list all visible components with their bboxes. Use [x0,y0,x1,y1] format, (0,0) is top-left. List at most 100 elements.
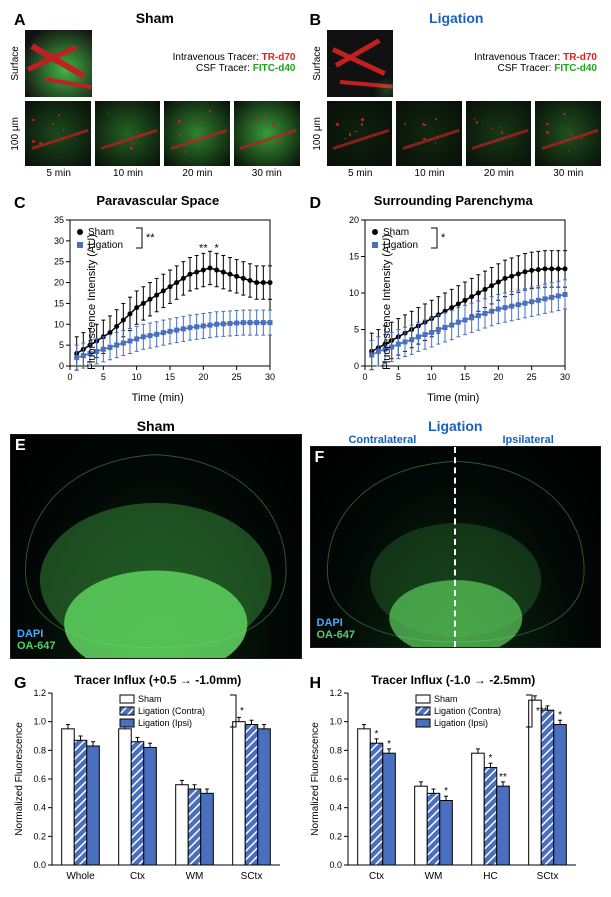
svg-text:SCtx: SCtx [241,871,263,882]
svg-text:HC: HC [483,871,497,882]
rowlabel-a-surface: Surface [10,30,21,97]
svg-text:Normalized Fluorescence: Normalized Fluorescence [14,722,25,836]
title-f: Ligation [310,418,602,434]
micrograph-tile [535,101,601,167]
svg-text:15: 15 [460,372,470,382]
svg-text:5: 5 [59,340,64,350]
sub-f-contra: Contralateral [310,434,456,446]
svg-text:*: * [387,739,391,750]
times-b: 5 min 10 min 20 min 30 min [328,166,602,179]
sub-f-ipsi: Ipsilateral [455,434,601,446]
svg-text:25: 25 [231,372,241,382]
svg-text:0.4: 0.4 [329,803,342,813]
svg-text:30: 30 [54,236,64,246]
svg-text:5: 5 [101,372,106,382]
time-label: 5 min [328,168,393,179]
time-label: 10 min [95,168,160,179]
stain-labels-f: DAPI OA-647 [317,617,356,641]
svg-text:*: * [444,786,448,797]
svg-text:*: * [558,710,562,721]
tracer-labels-a: Intravenous Tracer: TR-d70 CSF Tracer: F… [96,30,300,97]
time-label: 30 min [234,168,299,179]
svg-text:Normalized Fluorescence: Normalized Fluorescence [310,722,321,836]
svg-text:15: 15 [349,252,359,262]
svg-text:**: ** [146,232,155,244]
svg-text:35: 35 [54,215,64,225]
micrograph-tile [466,101,532,167]
svg-text:1.0: 1.0 [33,717,46,727]
svg-text:**: ** [499,772,507,783]
rowlabel-a-100um: 100 μm [10,101,21,167]
micrograph-tile [396,101,462,167]
svg-text:Ligation (Contra): Ligation (Contra) [434,706,501,716]
row-ab: A Sham Surface Intravenous Tracer: TR-d7… [10,10,601,179]
svg-text:Ctx: Ctx [130,871,145,882]
svg-text:25: 25 [54,257,64,267]
svg-text:0.6: 0.6 [329,774,342,784]
panel-label-b: B [310,12,322,30]
stain-labels-e: DAPI OA-647 [17,628,56,652]
svg-text:Ligation (Contra): Ligation (Contra) [138,706,205,716]
svg-text:*: * [441,232,446,244]
svg-text:***: *** [536,706,548,717]
svg-text:25: 25 [527,372,537,382]
micrograph-tile [327,101,393,167]
svg-text:Sham: Sham [138,694,162,704]
svg-text:15: 15 [165,372,175,382]
svg-text:0: 0 [354,361,359,371]
svg-text:SCtx: SCtx [536,871,558,882]
svg-text:Whole: Whole [66,871,95,882]
svg-text:20: 20 [349,215,359,225]
svg-text:Ctx: Ctx [369,871,384,882]
brain-e: E DAPI OA-647 [10,434,302,659]
xlabel-c: Time (min) [10,392,306,404]
panel-label-d: D [310,195,322,213]
svg-text:0.0: 0.0 [33,860,46,870]
svg-text:0: 0 [363,372,368,382]
strip-b [327,101,602,167]
title-a: Sham [10,10,300,26]
time-label: 30 min [536,168,601,179]
svg-text:0.8: 0.8 [329,745,342,755]
svg-text:Ligation (Ipsi): Ligation (Ipsi) [434,718,488,728]
svg-text:20: 20 [54,278,64,288]
svg-text:*: * [374,729,378,740]
svg-text:30: 30 [265,372,275,382]
svg-text:20: 20 [494,372,504,382]
svg-text:*: * [240,706,244,717]
svg-text:10: 10 [427,372,437,382]
ylabel-c: Fluorescence Intensity (AU) [86,234,98,370]
times-a: 5 min 10 min 20 min 30 min [26,166,300,179]
micrograph-tile [164,101,230,167]
title-e: Sham [10,418,302,434]
title-c: Paravascular Space [10,193,306,208]
rowlabel-b-surface: Surface [312,30,323,97]
svg-text:20: 20 [198,372,208,382]
svg-text:*: * [488,753,492,764]
svg-text:1.0: 1.0 [329,717,342,727]
svg-text:WM: WM [424,871,442,882]
panel-label-a: A [14,12,26,30]
svg-text:Ligation (Ipsi): Ligation (Ipsi) [138,718,192,728]
svg-text:5: 5 [354,325,359,335]
chart-d: Fluorescence Intensity (AU) 051015200510… [323,212,583,392]
time-label: 20 min [165,168,230,179]
svg-text:Sham: Sham [434,694,458,704]
time-label: 5 min [26,168,91,179]
svg-text:15: 15 [54,299,64,309]
svg-text:0.2: 0.2 [329,831,342,841]
svg-text:0.4: 0.4 [33,803,46,813]
micrograph-a-surface [25,30,92,97]
svg-text:0: 0 [59,361,64,371]
svg-text:*: * [214,243,219,255]
micrograph-tile [25,101,91,167]
svg-text:0.8: 0.8 [33,745,46,755]
svg-text:10: 10 [54,320,64,330]
rowlabel-b-100um: 100 μm [312,101,323,167]
midline-dash [454,447,456,647]
title-g: Tracer Influx (+0.5 → -1.0mm) [10,673,306,687]
time-label: 10 min [397,168,462,179]
micrograph-tile [234,101,300,167]
time-label: 20 min [466,168,531,179]
svg-text:10: 10 [131,372,141,382]
